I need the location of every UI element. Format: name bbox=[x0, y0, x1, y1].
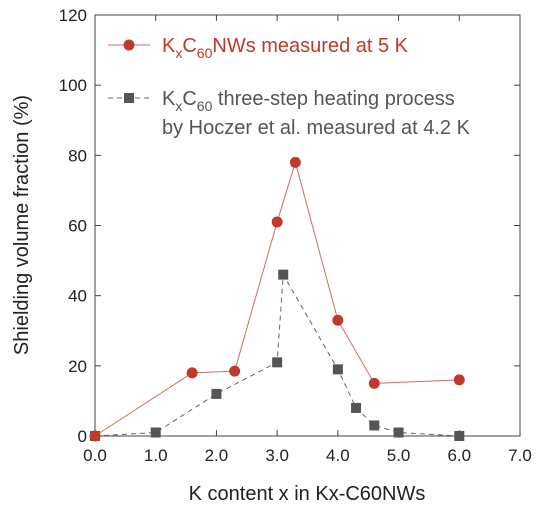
series-1-point bbox=[89, 430, 101, 442]
x-tick-label: 5.0 bbox=[387, 446, 411, 465]
axis-ticks: 0.0 1.0 2.0 3.0 4.0 5.0 6.0 7.0 0 20 40 60 80 100 120 bbox=[59, 6, 532, 465]
series-2-point bbox=[369, 420, 380, 431]
legend: KxC60NWs measured at 5 K KxC60 three-step… bbox=[108, 35, 471, 139]
y-tick-label: 100 bbox=[59, 76, 87, 95]
series-1-point bbox=[453, 374, 465, 386]
series-1-point bbox=[186, 367, 198, 379]
y-tick-label: 60 bbox=[68, 217, 87, 236]
series-2-point bbox=[351, 402, 362, 413]
legend-label: KxC60 three-step heating process bbox=[162, 88, 455, 114]
y-axis-title: Shielding volume fraction (%) bbox=[11, 95, 33, 355]
y-tick-label: 120 bbox=[59, 6, 87, 25]
series-1-point bbox=[368, 377, 380, 389]
x-tick-label: 3.0 bbox=[265, 446, 289, 465]
x-tick-label: 4.0 bbox=[326, 446, 350, 465]
series-2-point bbox=[454, 431, 465, 441]
series-2-line bbox=[94, 272, 460, 437]
series-2-point bbox=[211, 388, 222, 399]
series-1-point bbox=[332, 314, 344, 326]
series-1-line bbox=[94, 160, 460, 437]
series-2 bbox=[90, 269, 465, 441]
legend-label: KxC60NWs measured at 5 K bbox=[162, 35, 409, 61]
series-1 bbox=[89, 156, 465, 442]
x-tick-label: 0.0 bbox=[83, 446, 107, 465]
x-tick-label: 6.0 bbox=[447, 446, 471, 465]
x-tick-label: 1.0 bbox=[144, 446, 168, 465]
legend-marker bbox=[123, 39, 135, 51]
x-tick-label: 2.0 bbox=[205, 446, 229, 465]
x-tick-label: 7.0 bbox=[508, 446, 532, 465]
series-2-point bbox=[332, 364, 343, 375]
series-2-point bbox=[393, 427, 404, 438]
series-2-point bbox=[278, 269, 289, 280]
plot-frame bbox=[94, 14, 521, 437]
series-1-point bbox=[289, 156, 301, 168]
y-tick-label: 80 bbox=[68, 146, 87, 165]
series-1-point bbox=[271, 216, 283, 228]
series-layer bbox=[89, 156, 465, 442]
legend-label-line2: by Hoczer et al. measured at 4.2 K bbox=[162, 117, 471, 139]
series-2-point bbox=[272, 357, 283, 368]
y-tick-label: 0 bbox=[78, 427, 87, 446]
x-axis-title: K content x in Kx-C60NWs bbox=[189, 483, 426, 505]
legend-marker bbox=[124, 93, 134, 103]
series-2-point bbox=[150, 427, 161, 438]
series-1-point bbox=[229, 365, 241, 377]
y-tick-label: 20 bbox=[68, 357, 87, 376]
y-tick-label: 40 bbox=[68, 287, 87, 306]
